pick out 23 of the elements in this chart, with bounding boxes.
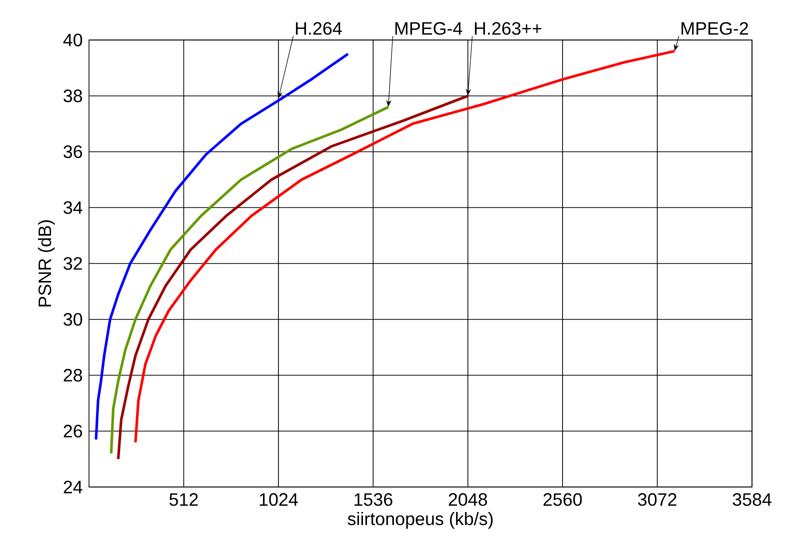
- x-tick-label: 2560: [544, 493, 582, 506]
- y-tick-label: 24: [64, 480, 82, 494]
- annotation: MPEG-2: [682, 22, 748, 35]
- x-tick-label: 1536: [354, 493, 392, 506]
- x-tick-label: 1024: [260, 493, 298, 506]
- x-tick-label: 512: [169, 493, 198, 506]
- y-tick-label: 34: [64, 201, 82, 214]
- annotation: H.263++: [474, 22, 542, 35]
- line-series: [94, 52, 350, 441]
- x-tick-label: 3584: [732, 493, 772, 506]
- y-tick-label: 32: [64, 257, 82, 270]
- y-tick-label: 38: [64, 90, 82, 102]
- y-tick-label: 36: [64, 145, 82, 158]
- y-tick-label: 40: [63, 34, 82, 46]
- y-axis-title: PSNR (dB): [38, 220, 55, 306]
- x-tick-label: 2048: [448, 493, 488, 506]
- y-tick-label: 28: [64, 368, 82, 382]
- x-tick-label: 3072: [638, 493, 676, 506]
- x-axis-title: siirtonopeus (kb/s): [348, 512, 493, 529]
- y-tick-label: 26: [64, 424, 82, 438]
- annotation: H.264: [296, 22, 342, 35]
- annotation: MPEG-4: [395, 22, 462, 35]
- y-tick-label: 30: [64, 313, 82, 326]
